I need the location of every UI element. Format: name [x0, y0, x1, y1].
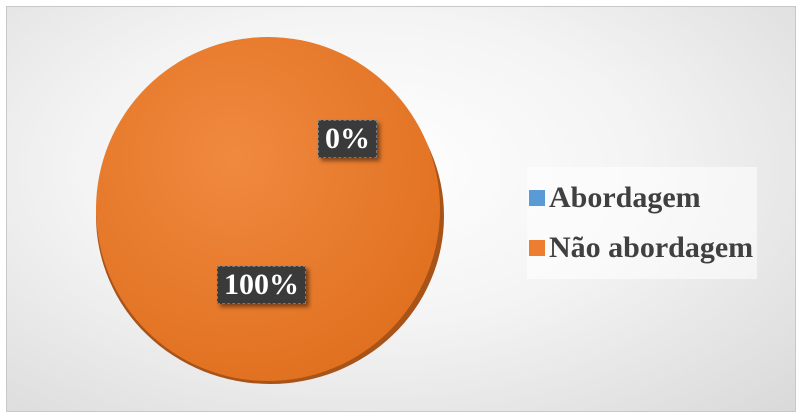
chart-area: 0% 100% Abordagem Não abordagem	[6, 6, 796, 412]
data-label-nao-abordagem: 100%	[217, 266, 306, 304]
legend-label: Abordagem	[549, 181, 701, 214]
legend-swatch	[529, 240, 545, 256]
chart-legend: Abordagem Não abordagem	[527, 167, 758, 279]
pie-slice-n-o-abordagem	[96, 37, 440, 381]
legend-swatch	[529, 190, 545, 206]
legend-entry-nao-abordagem: Não abordagem	[529, 223, 753, 273]
data-label-abordagem: 0%	[318, 120, 377, 158]
legend-entry-abordagem: Abordagem	[529, 173, 753, 223]
legend-label: Não abordagem	[549, 231, 754, 264]
